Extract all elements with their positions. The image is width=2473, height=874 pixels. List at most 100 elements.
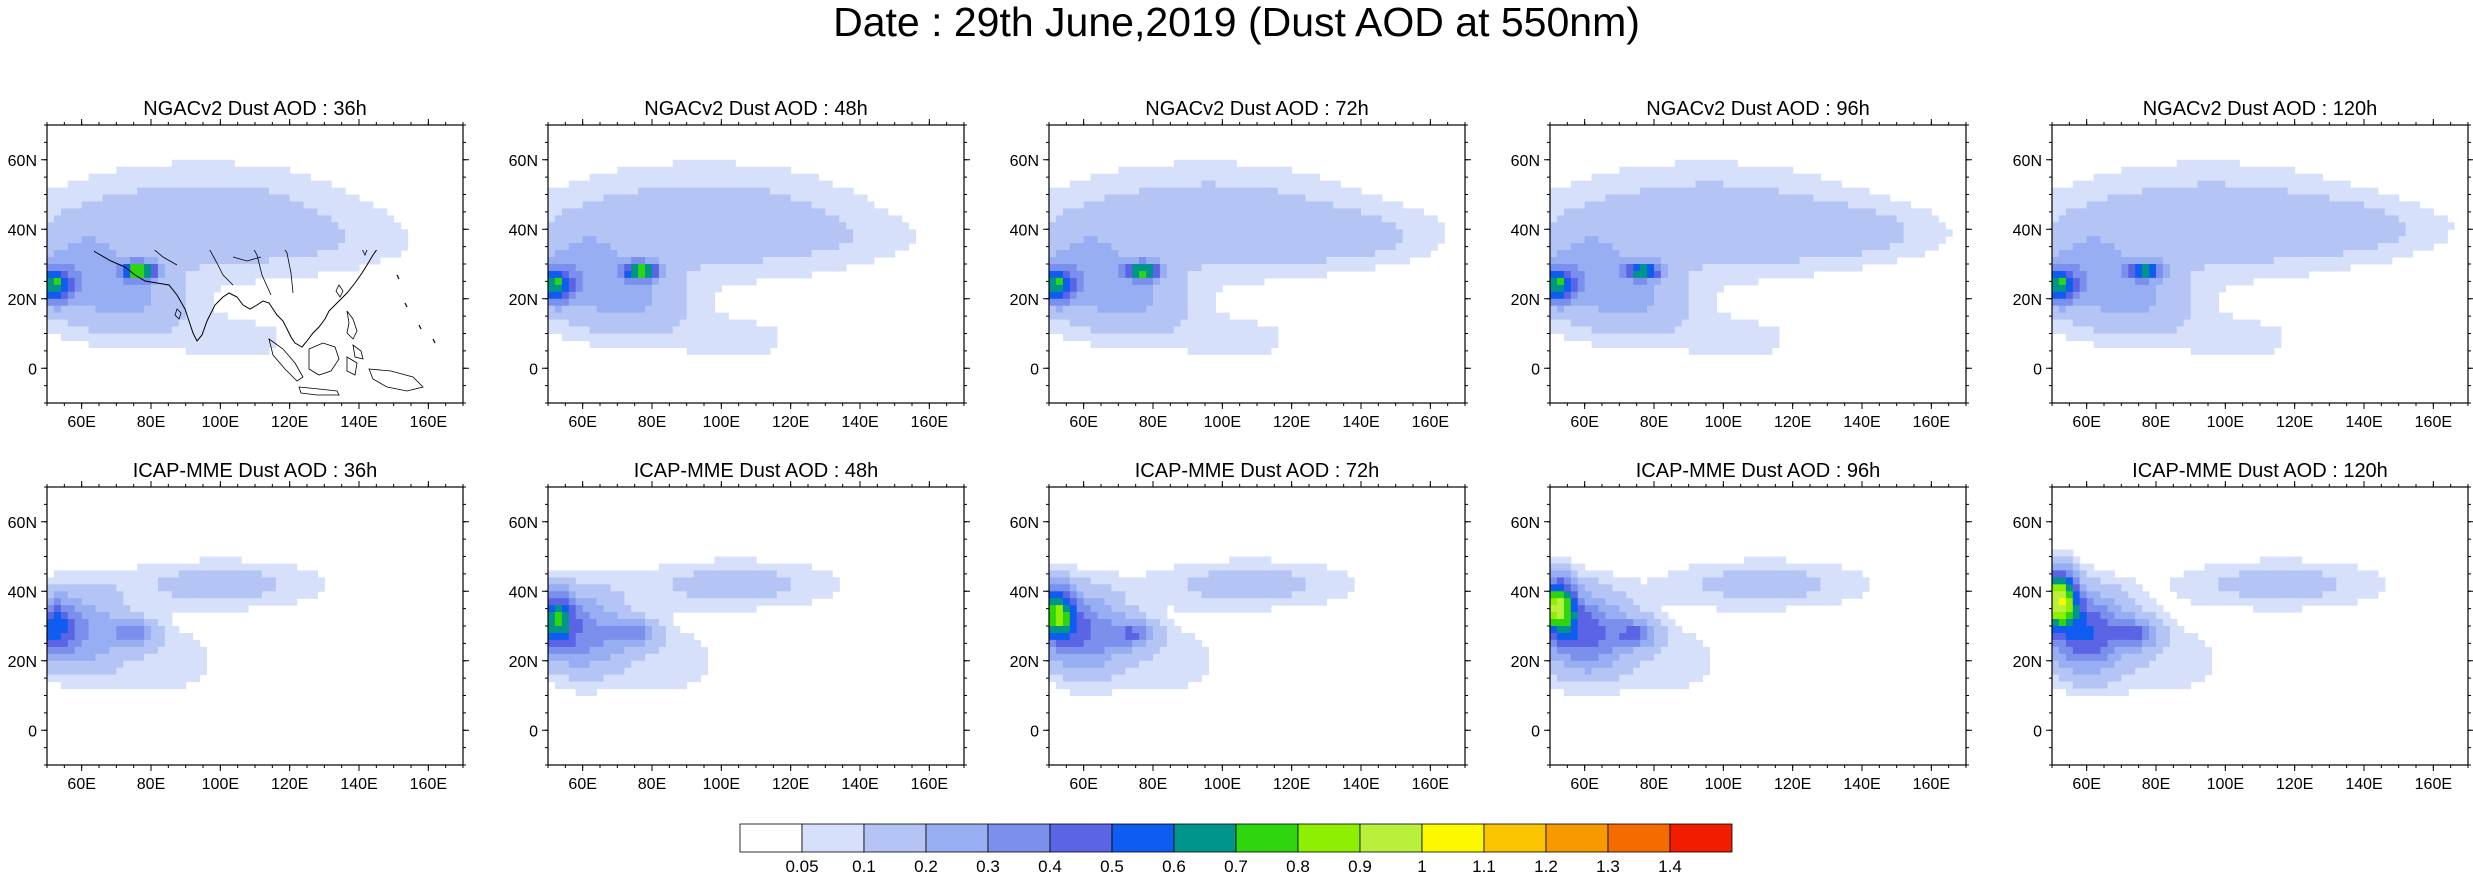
lat-tick-label: 0: [1030, 361, 1039, 378]
lon-tick-label: 140E: [841, 776, 878, 793]
lat-tick-label: 40N: [509, 584, 538, 601]
lat-tick-label: 0: [2033, 361, 2042, 378]
lon-tick-label: 140E: [2345, 414, 2382, 431]
lon-tick-label: 140E: [340, 414, 377, 431]
lon-tick-label: 160E: [1913, 776, 1950, 793]
lat-tick-label: 20N: [1010, 292, 1039, 309]
colorbar-label: 0.05: [785, 857, 818, 874]
aod-field: [548, 159, 916, 355]
panel-title: ICAP-MME Dust AOD : 36h: [133, 460, 378, 482]
lat-tick-label: 0: [529, 361, 538, 378]
lat-tick-label: 0: [1030, 723, 1039, 740]
lat-tick-label: 40N: [8, 584, 37, 601]
lat-tick-label: 0: [529, 723, 538, 740]
lat-tick-label: 20N: [509, 654, 538, 671]
lat-tick-label: 40N: [1511, 222, 1540, 239]
lat-tick-label: 40N: [1511, 584, 1540, 601]
lon-tick-label: 100E: [1204, 414, 1241, 431]
lat-tick-label: 60N: [1511, 515, 1540, 532]
lat-tick-label: 60N: [509, 153, 538, 170]
aod-field: [2052, 549, 2386, 696]
lat-tick-label: 60N: [1010, 153, 1039, 170]
colorbar-swatch: [1545, 823, 1609, 853]
lat-tick-label: 40N: [1010, 584, 1039, 601]
lon-tick-label: 100E: [1705, 414, 1742, 431]
colorbar-label: 1: [1417, 857, 1426, 874]
panel-title: NGACv2 Dust AOD : 36h: [143, 98, 366, 120]
lon-tick-label: 80E: [638, 414, 666, 431]
lon-tick-label: 100E: [202, 414, 239, 431]
aod-field: [1049, 556, 1355, 696]
lon-tick-label: 60E: [1069, 776, 1097, 793]
panel-title: NGACv2 Dust AOD : 120h: [2143, 98, 2378, 120]
panel-title: NGACv2 Dust AOD : 72h: [1145, 98, 1368, 120]
lon-tick-label: 100E: [703, 414, 740, 431]
lat-tick-label: 60N: [8, 515, 37, 532]
map-panel: ICAP-MME Dust AOD : 120h 60E 80E 100E 120E 14…: [2013, 460, 2473, 793]
lon-tick-label: 120E: [1774, 414, 1811, 431]
lon-tick-label: 120E: [772, 776, 809, 793]
lon-tick-label: 60E: [2072, 776, 2100, 793]
lon-tick-label: 120E: [1774, 776, 1811, 793]
colorbar-label: 1.1: [1472, 857, 1496, 874]
lat-tick-label: 20N: [509, 292, 538, 309]
lat-tick-label: 20N: [2013, 292, 2042, 309]
map-panel: NGACv2 Dust AOD : 120h 60E 80E 100E 120E 140E…: [2013, 98, 2473, 431]
lon-tick-label: 60E: [568, 414, 596, 431]
lat-tick-label: 20N: [2013, 654, 2042, 671]
colorbar-swatch: [1669, 823, 1733, 853]
figure-title: Date : 29th June,2019 (Dust AOD at 550nm…: [833, 0, 1640, 45]
lat-tick-label: 20N: [8, 654, 37, 671]
lat-tick-label: 20N: [1511, 654, 1540, 671]
map-panel: ICAP-MME Dust AOD : 96h 60E 80E 100E 120E 140…: [1511, 460, 1972, 793]
lat-tick-label: 0: [2033, 723, 2042, 740]
map-panel: NGACv2 Dust AOD : 72h 60E 80E 100E 120E 140E 1…: [1010, 98, 1471, 431]
colorbar-label: 0.2: [914, 857, 938, 874]
colorbar-swatch: [863, 823, 927, 853]
lon-tick-label: 140E: [1342, 414, 1379, 431]
lat-tick-label: 0: [28, 723, 37, 740]
lon-tick-label: 140E: [841, 414, 878, 431]
colorbar-label: 1.3: [1596, 857, 1620, 874]
lon-tick-label: 80E: [2142, 776, 2170, 793]
lon-tick-label: 80E: [638, 776, 666, 793]
lon-tick-label: 100E: [2207, 776, 2244, 793]
lat-tick-label: 0: [1531, 361, 1540, 378]
lat-tick-label: 40N: [1010, 222, 1039, 239]
colorbar-label: 1.2: [1534, 857, 1558, 874]
colorbar-swatch: [1359, 823, 1423, 853]
colorbar-swatch: [801, 823, 865, 853]
colorbar-swatch: [1297, 823, 1361, 853]
lat-tick-label: 0: [1531, 723, 1540, 740]
lon-tick-label: 160E: [911, 776, 948, 793]
colorbar-label: 0.1: [852, 857, 876, 874]
panel-title: ICAP-MME Dust AOD : 48h: [634, 460, 879, 482]
map-panel: ICAP-MME Dust AOD : 36h 60E 80E 100E 120E 140…: [8, 460, 469, 793]
panel-title: ICAP-MME Dust AOD : 72h: [1135, 460, 1380, 482]
colorbar-swatch: [1049, 823, 1113, 853]
panel-title: NGACv2 Dust AOD : 48h: [644, 98, 867, 120]
aod-field: [2052, 159, 2455, 355]
lon-tick-label: 100E: [202, 776, 239, 793]
colorbar-swatch: [1483, 823, 1547, 853]
lon-tick-label: 120E: [2276, 414, 2313, 431]
lon-tick-label: 80E: [1139, 414, 1167, 431]
lon-tick-label: 120E: [271, 414, 308, 431]
map-panel: NGACv2 Dust AOD : 96h 60E 80E 100E 120E 140E 1…: [1511, 98, 1972, 431]
lon-tick-label: 120E: [1273, 414, 1310, 431]
lon-tick-label: 80E: [2142, 414, 2170, 431]
lon-tick-label: 160E: [2415, 776, 2452, 793]
lon-tick-label: 60E: [1570, 776, 1598, 793]
lon-tick-label: 60E: [67, 776, 95, 793]
lon-tick-label: 80E: [1139, 776, 1167, 793]
lat-tick-label: 60N: [509, 515, 538, 532]
colorbar-swatch: [987, 823, 1051, 853]
lon-tick-label: 100E: [2207, 414, 2244, 431]
colorbar: 0.05 0.1 0.2 0.3 0.4 0.5 0.6 0.7 0.8 0.9 1 1.1 1.2 1.…: [739, 823, 1733, 874]
lon-tick-label: 80E: [1640, 776, 1668, 793]
lon-tick-label: 160E: [410, 776, 447, 793]
lat-tick-label: 20N: [8, 292, 37, 309]
lon-tick-label: 120E: [271, 776, 308, 793]
colorbar-label: 1.4: [1658, 857, 1682, 874]
